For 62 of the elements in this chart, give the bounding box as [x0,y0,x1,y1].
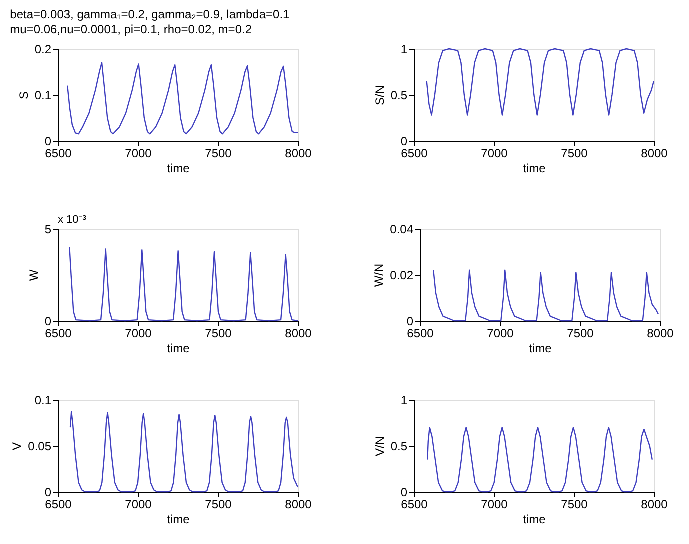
y-axis-title: W [26,269,41,282]
x-axis-title: time [167,342,190,356]
y-tick-label: 0 [400,486,408,500]
x-axis-title: time [523,512,546,526]
y-tick-label: 0 [400,134,408,148]
line-series [67,62,299,135]
line-series [426,48,655,116]
y-tick-label: 0.5 [390,440,408,454]
x-tick-label: 6500 [401,146,428,160]
y-axis-title: S [16,91,31,100]
chart-subtitle: mu=0.06,nu=0.0001, pi=0.1, rho=0.02, m=0.2 [10,22,252,36]
x-tick-label: 7000 [125,146,152,160]
x-tick-label: 8000 [285,498,312,512]
y-tick-label: 0.5 [390,88,408,102]
y-tick-label: 0.2 [34,42,52,56]
text: x 10⁻³ [58,214,87,226]
x-axis-title: time [529,342,552,356]
x-tick-label: 7500 [561,498,588,512]
y-tick-label: 1 [400,42,408,56]
line-series [69,246,299,322]
x-tick-label: 6500 [407,326,434,340]
x-tick-label: 7000 [487,326,514,340]
x-tick-label: 8000 [285,146,312,160]
y-axis-title: S/N [372,85,387,106]
y-tick-label: 0 [44,486,52,500]
x-tick-label: 7500 [205,146,232,160]
y-tick-label: 0.1 [34,88,52,102]
y-axis-title: W/N [372,264,386,288]
y-tick-label: 0 [44,134,52,148]
x-axis-title: time [167,162,190,176]
line-series [70,411,299,493]
x-tick-label: 8000 [641,498,668,512]
y-axis-title: V/N [372,436,387,457]
x-axis-title: time [523,162,546,176]
x-tick-label: 8000 [285,326,312,340]
y-axis-title: V [10,442,24,451]
y-tick-label: 0.04 [390,222,414,236]
x-tick-label: 7000 [125,498,152,512]
chart-title: beta=0.003, gamma₁=0.2, gamma₂=0.9, lambda=0.1 [10,8,290,22]
y-tick-label: 0 [44,314,52,328]
y-tick-label: 0.05 [28,440,52,454]
y-tick-label: 0 [406,314,414,328]
x-tick-label: 7500 [561,146,588,160]
x-tick-label: 8000 [647,326,674,340]
y-tick-label: 0.02 [390,268,414,282]
line-series [433,270,659,322]
y-tick-label: 5 [44,222,52,236]
x-tick-label: 7000 [481,498,508,512]
x-tick-label: 6500 [45,498,72,512]
x-tick-label: 6500 [401,498,428,512]
y-tick-label: 0.1 [34,394,52,408]
x-tick-label: 6500 [45,326,72,340]
x-tick-label: 7500 [205,498,232,512]
x-tick-label: 7500 [567,326,594,340]
x-tick-label: 7000 [125,326,152,340]
line-series [427,427,653,493]
x-tick-label: 8000 [641,146,668,160]
x-axis-title: time [167,512,190,526]
y-tick-label: 1 [400,394,408,408]
x-tick-label: 6500 [45,146,72,160]
x-tick-label: 7000 [481,146,508,160]
x-tick-label: 7500 [205,326,232,340]
